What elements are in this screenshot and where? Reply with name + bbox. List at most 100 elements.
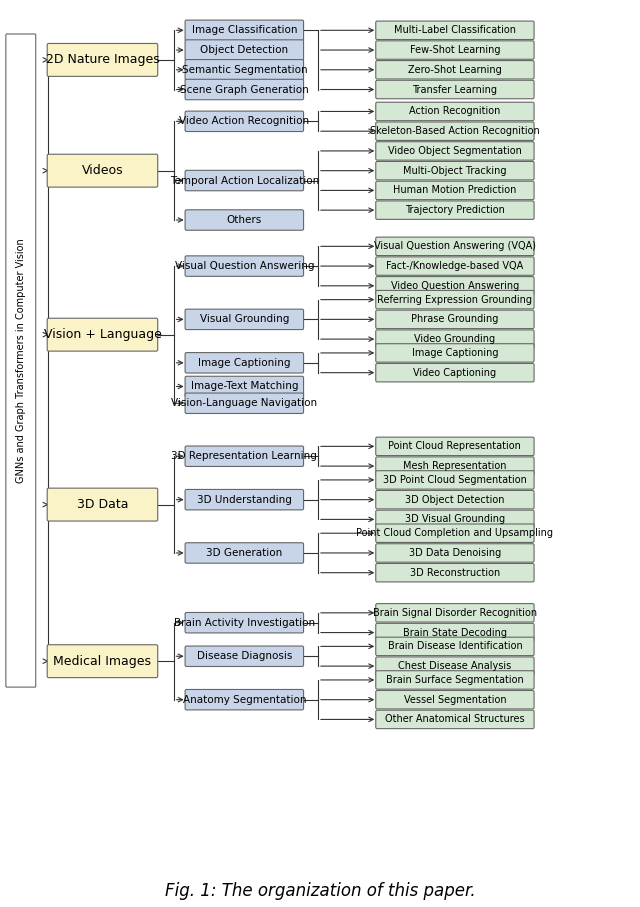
Text: Visual Grounding: Visual Grounding bbox=[200, 315, 289, 325]
Text: Anatomy Segmentation: Anatomy Segmentation bbox=[182, 695, 306, 705]
Text: Brain Signal Disorder Recognition: Brain Signal Disorder Recognition bbox=[373, 608, 537, 618]
Text: Disease Diagnosis: Disease Diagnosis bbox=[196, 651, 292, 661]
FancyBboxPatch shape bbox=[376, 330, 534, 348]
Text: 3D Understanding: 3D Understanding bbox=[197, 494, 292, 504]
Text: Scene Graph Generation: Scene Graph Generation bbox=[180, 84, 308, 94]
Text: Image Classification: Image Classification bbox=[191, 25, 297, 35]
FancyBboxPatch shape bbox=[185, 256, 303, 277]
FancyBboxPatch shape bbox=[185, 393, 303, 414]
Text: Phrase Grounding: Phrase Grounding bbox=[412, 315, 499, 325]
Text: 3D Representation Learning: 3D Representation Learning bbox=[172, 451, 317, 462]
FancyBboxPatch shape bbox=[376, 257, 534, 276]
FancyBboxPatch shape bbox=[47, 154, 157, 187]
Text: Video Action Recognition: Video Action Recognition bbox=[179, 116, 309, 126]
FancyBboxPatch shape bbox=[376, 623, 534, 642]
FancyBboxPatch shape bbox=[185, 111, 303, 132]
FancyBboxPatch shape bbox=[376, 277, 534, 295]
FancyBboxPatch shape bbox=[376, 543, 534, 562]
Text: Fact-/Knowledge-based VQA: Fact-/Knowledge-based VQA bbox=[387, 261, 524, 271]
Text: GNNs and Graph Transformers in Computer Vision: GNNs and Graph Transformers in Computer … bbox=[16, 239, 26, 483]
Text: Visual Question Answering: Visual Question Answering bbox=[175, 261, 314, 271]
FancyBboxPatch shape bbox=[376, 102, 534, 121]
FancyBboxPatch shape bbox=[376, 201, 534, 219]
Text: 3D Reconstruction: 3D Reconstruction bbox=[410, 568, 500, 578]
FancyBboxPatch shape bbox=[376, 41, 534, 59]
Text: Video Question Answering: Video Question Answering bbox=[391, 281, 519, 291]
FancyBboxPatch shape bbox=[376, 657, 534, 676]
FancyBboxPatch shape bbox=[376, 457, 534, 475]
FancyBboxPatch shape bbox=[185, 446, 303, 466]
Text: Video Object Segmentation: Video Object Segmentation bbox=[388, 146, 522, 156]
Text: Referring Expression Grounding: Referring Expression Grounding bbox=[378, 295, 532, 305]
FancyBboxPatch shape bbox=[376, 237, 534, 256]
FancyBboxPatch shape bbox=[376, 122, 534, 141]
Text: Visual Question Answering (VQA): Visual Question Answering (VQA) bbox=[374, 241, 536, 251]
FancyBboxPatch shape bbox=[376, 637, 534, 656]
Text: Object Detection: Object Detection bbox=[200, 45, 289, 55]
Text: 2D Nature Images: 2D Nature Images bbox=[45, 54, 159, 66]
Text: Point Cloud Representation: Point Cloud Representation bbox=[388, 442, 522, 452]
FancyBboxPatch shape bbox=[376, 690, 534, 709]
Text: Point Cloud Completion and Upsampling: Point Cloud Completion and Upsampling bbox=[356, 528, 554, 538]
FancyBboxPatch shape bbox=[185, 40, 303, 60]
FancyBboxPatch shape bbox=[376, 510, 534, 529]
Text: Videos: Videos bbox=[82, 164, 124, 177]
Text: Transfer Learning: Transfer Learning bbox=[412, 84, 497, 94]
FancyBboxPatch shape bbox=[376, 604, 534, 622]
Text: Video Grounding: Video Grounding bbox=[414, 334, 495, 344]
Text: Vision-Language Navigation: Vision-Language Navigation bbox=[172, 398, 317, 408]
FancyBboxPatch shape bbox=[185, 210, 303, 230]
Text: 3D Visual Grounding: 3D Visual Grounding bbox=[405, 514, 505, 524]
Text: Vessel Segmentation: Vessel Segmentation bbox=[404, 695, 506, 705]
FancyBboxPatch shape bbox=[185, 171, 303, 190]
FancyBboxPatch shape bbox=[185, 60, 303, 80]
FancyBboxPatch shape bbox=[47, 645, 157, 678]
FancyBboxPatch shape bbox=[376, 181, 534, 200]
FancyBboxPatch shape bbox=[185, 376, 303, 396]
Text: Few-Shot Learning: Few-Shot Learning bbox=[410, 45, 500, 55]
FancyBboxPatch shape bbox=[376, 310, 534, 328]
FancyBboxPatch shape bbox=[376, 141, 534, 161]
Text: Video Captioning: Video Captioning bbox=[413, 367, 497, 377]
Text: Human Motion Prediction: Human Motion Prediction bbox=[393, 185, 516, 195]
FancyBboxPatch shape bbox=[376, 290, 534, 309]
Text: 3D Point Cloud Segmentation: 3D Point Cloud Segmentation bbox=[383, 475, 527, 485]
Text: Action Recognition: Action Recognition bbox=[409, 106, 500, 116]
Text: 3D Object Detection: 3D Object Detection bbox=[405, 494, 505, 504]
Text: Chest Disease Analysis: Chest Disease Analysis bbox=[398, 661, 511, 671]
FancyBboxPatch shape bbox=[376, 670, 534, 689]
Text: Image-Text Matching: Image-Text Matching bbox=[191, 382, 298, 392]
Text: 3D Data Denoising: 3D Data Denoising bbox=[409, 548, 501, 558]
FancyBboxPatch shape bbox=[185, 79, 303, 100]
FancyBboxPatch shape bbox=[6, 34, 36, 688]
Text: Mesh Representation: Mesh Representation bbox=[403, 461, 507, 471]
FancyBboxPatch shape bbox=[185, 612, 303, 633]
FancyBboxPatch shape bbox=[47, 44, 157, 76]
Text: Trajectory Prediction: Trajectory Prediction bbox=[405, 205, 505, 215]
FancyBboxPatch shape bbox=[376, 471, 534, 489]
Text: Image Captioning: Image Captioning bbox=[412, 348, 498, 358]
Text: Vision + Language: Vision + Language bbox=[44, 328, 161, 341]
FancyBboxPatch shape bbox=[376, 81, 534, 99]
FancyBboxPatch shape bbox=[47, 318, 157, 351]
Text: Multi-Object Tracking: Multi-Object Tracking bbox=[403, 166, 507, 176]
Text: Skeleton-Based Action Recognition: Skeleton-Based Action Recognition bbox=[370, 126, 540, 136]
Text: 3D Generation: 3D Generation bbox=[206, 548, 282, 558]
Text: Brain State Decoding: Brain State Decoding bbox=[403, 628, 507, 638]
FancyBboxPatch shape bbox=[376, 710, 534, 728]
Text: Brain Disease Identification: Brain Disease Identification bbox=[388, 641, 522, 651]
FancyBboxPatch shape bbox=[376, 524, 534, 542]
FancyBboxPatch shape bbox=[376, 563, 534, 582]
FancyBboxPatch shape bbox=[376, 364, 534, 382]
Text: Fig. 1: The organization of this paper.: Fig. 1: The organization of this paper. bbox=[164, 882, 476, 900]
FancyBboxPatch shape bbox=[376, 491, 534, 509]
FancyBboxPatch shape bbox=[185, 490, 303, 510]
Text: Others: Others bbox=[227, 215, 262, 225]
Text: Brain Activity Investigation: Brain Activity Investigation bbox=[174, 618, 315, 628]
FancyBboxPatch shape bbox=[185, 689, 303, 710]
FancyBboxPatch shape bbox=[185, 646, 303, 667]
Text: Image Captioning: Image Captioning bbox=[198, 357, 291, 368]
FancyBboxPatch shape bbox=[185, 309, 303, 329]
FancyBboxPatch shape bbox=[185, 542, 303, 563]
Text: Other Anatomical Structures: Other Anatomical Structures bbox=[385, 715, 525, 725]
